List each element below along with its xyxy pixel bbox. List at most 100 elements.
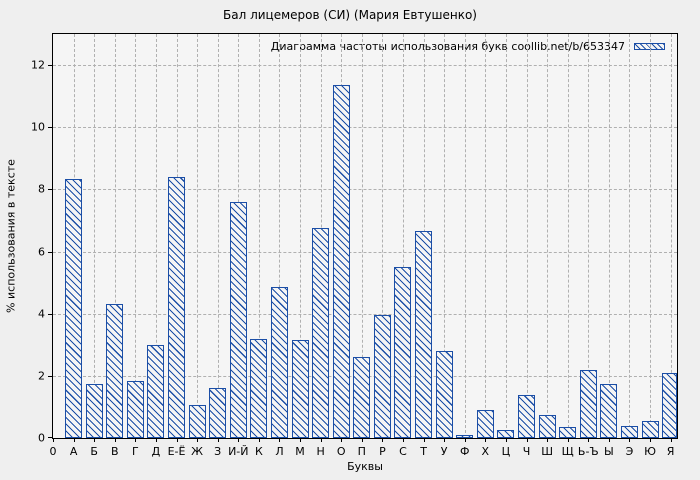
y-tick-mark — [48, 251, 53, 253]
x-tick-label: Ы — [603, 445, 614, 458]
gridline-vertical — [382, 34, 384, 438]
x-tick-label: Ж — [191, 445, 204, 458]
gridline-vertical — [402, 34, 404, 438]
bar — [126, 380, 144, 438]
x-tick-mark — [505, 438, 507, 442]
x-tick-label: Ц — [501, 445, 511, 458]
x-tick-mark — [176, 438, 178, 442]
y-tick-label: 8 — [38, 182, 45, 196]
x-tick-mark — [464, 438, 466, 442]
x-tick-label: В — [110, 445, 119, 458]
y-tick-mark — [48, 65, 53, 67]
bar — [250, 338, 268, 438]
y-tick-mark — [48, 127, 53, 129]
x-tick-label: М — [295, 445, 305, 458]
x-tick-mark — [238, 438, 240, 442]
y-tick-label: 10 — [31, 120, 45, 134]
y-tick-mark — [48, 313, 53, 315]
x-tick-label: З — [214, 445, 222, 458]
bar — [435, 351, 453, 438]
bar — [312, 228, 330, 438]
bar — [270, 287, 288, 438]
gridline-vertical — [135, 34, 137, 438]
x-tick-label: Б — [90, 445, 98, 458]
x-tick-label: Л — [275, 445, 284, 458]
y-tick-label: 12 — [31, 58, 45, 72]
x-tick-label: 0 — [49, 445, 57, 458]
x-tick-label: С — [399, 445, 407, 458]
x-tick-label: Я — [666, 445, 675, 458]
x-tick-label: О — [336, 445, 346, 458]
y-tick-label: 2 — [38, 369, 45, 383]
x-tick-mark — [114, 438, 116, 442]
x-tick-label: Х — [481, 445, 490, 458]
gridline-horizontal — [53, 65, 677, 67]
gridline-vertical — [567, 34, 569, 438]
x-axis-label: Буквы — [347, 460, 383, 473]
bar — [291, 340, 309, 438]
gridline-vertical — [444, 34, 446, 438]
x-tick-label: К — [254, 445, 263, 458]
gridline-vertical — [197, 34, 199, 438]
bar — [373, 315, 391, 438]
x-tick-mark — [155, 438, 157, 442]
x-tick-mark — [279, 438, 281, 442]
bar — [620, 425, 638, 438]
bar — [229, 201, 247, 438]
x-tick-mark — [547, 438, 549, 442]
bar — [65, 178, 83, 438]
x-tick-mark — [567, 438, 569, 442]
x-tick-mark — [135, 438, 137, 442]
gridline-vertical — [505, 34, 507, 438]
x-tick-mark — [300, 438, 302, 442]
x-tick-label: П — [357, 445, 366, 458]
y-tick-label: 4 — [38, 307, 45, 321]
x-tick-label: Т — [420, 445, 427, 458]
gridline-vertical — [300, 34, 302, 438]
y-tick-label: 0 — [38, 431, 45, 445]
x-tick-mark — [341, 438, 343, 442]
x-tick-label: Ч — [522, 445, 531, 458]
legend: Диаграмма частоты использования букв coo… — [271, 40, 665, 53]
bar — [415, 231, 433, 438]
y-axis-label: % использования в тексте — [4, 159, 18, 313]
x-tick-mark — [94, 438, 96, 442]
gridline-vertical — [547, 34, 549, 438]
gridline-vertical — [650, 34, 652, 438]
bar — [600, 383, 618, 438]
x-tick-mark — [402, 438, 404, 442]
gridline-vertical — [258, 34, 260, 438]
x-tick-label: Ь-Ъ — [577, 445, 599, 458]
gridline-horizontal — [53, 251, 677, 253]
gridline-vertical — [361, 34, 363, 438]
gridline-vertical — [629, 34, 631, 438]
bar — [641, 420, 659, 438]
legend-key-swatch-icon — [634, 43, 665, 50]
gridline-vertical — [217, 34, 219, 438]
gridline-horizontal — [53, 189, 677, 191]
x-tick-mark — [382, 438, 384, 442]
x-tick-label: А — [69, 445, 78, 458]
bar — [85, 383, 103, 438]
gridline-vertical — [114, 34, 116, 438]
y-tick-mark — [48, 189, 53, 191]
x-tick-mark — [670, 438, 672, 442]
x-tick-mark — [53, 438, 54, 442]
bar — [147, 344, 165, 438]
x-tick-label: Е-Ё — [167, 445, 186, 458]
gridline-vertical — [526, 34, 528, 438]
bar — [394, 267, 412, 438]
bar — [476, 410, 494, 438]
y-tick-mark — [48, 437, 53, 438]
x-tick-label: Г — [131, 445, 139, 458]
x-tick-mark — [444, 438, 446, 442]
x-tick-mark — [485, 438, 487, 442]
plot-area: Диаграмма частоты использования букв coo… — [31, 33, 678, 458]
gridline-vertical — [588, 34, 590, 438]
x-tick-mark — [217, 438, 219, 442]
x-tick-mark — [629, 438, 631, 442]
bar — [497, 430, 515, 438]
bar — [579, 369, 597, 438]
x-tick-label: У — [440, 445, 448, 458]
x-tick-mark — [423, 438, 425, 442]
